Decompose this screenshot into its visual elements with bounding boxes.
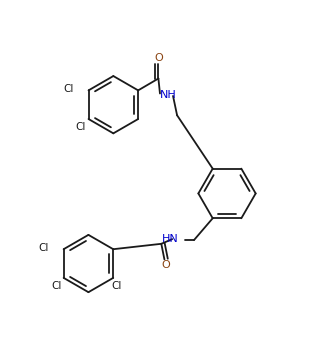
Text: Cl: Cl (38, 243, 49, 253)
Text: HN: HN (162, 234, 178, 244)
Text: Cl: Cl (63, 84, 74, 94)
Text: NH: NH (160, 90, 177, 100)
Text: Cl: Cl (52, 281, 62, 291)
Text: O: O (162, 260, 170, 270)
Text: O: O (154, 53, 163, 63)
Text: Cl: Cl (75, 122, 85, 132)
Text: Cl: Cl (111, 281, 121, 291)
